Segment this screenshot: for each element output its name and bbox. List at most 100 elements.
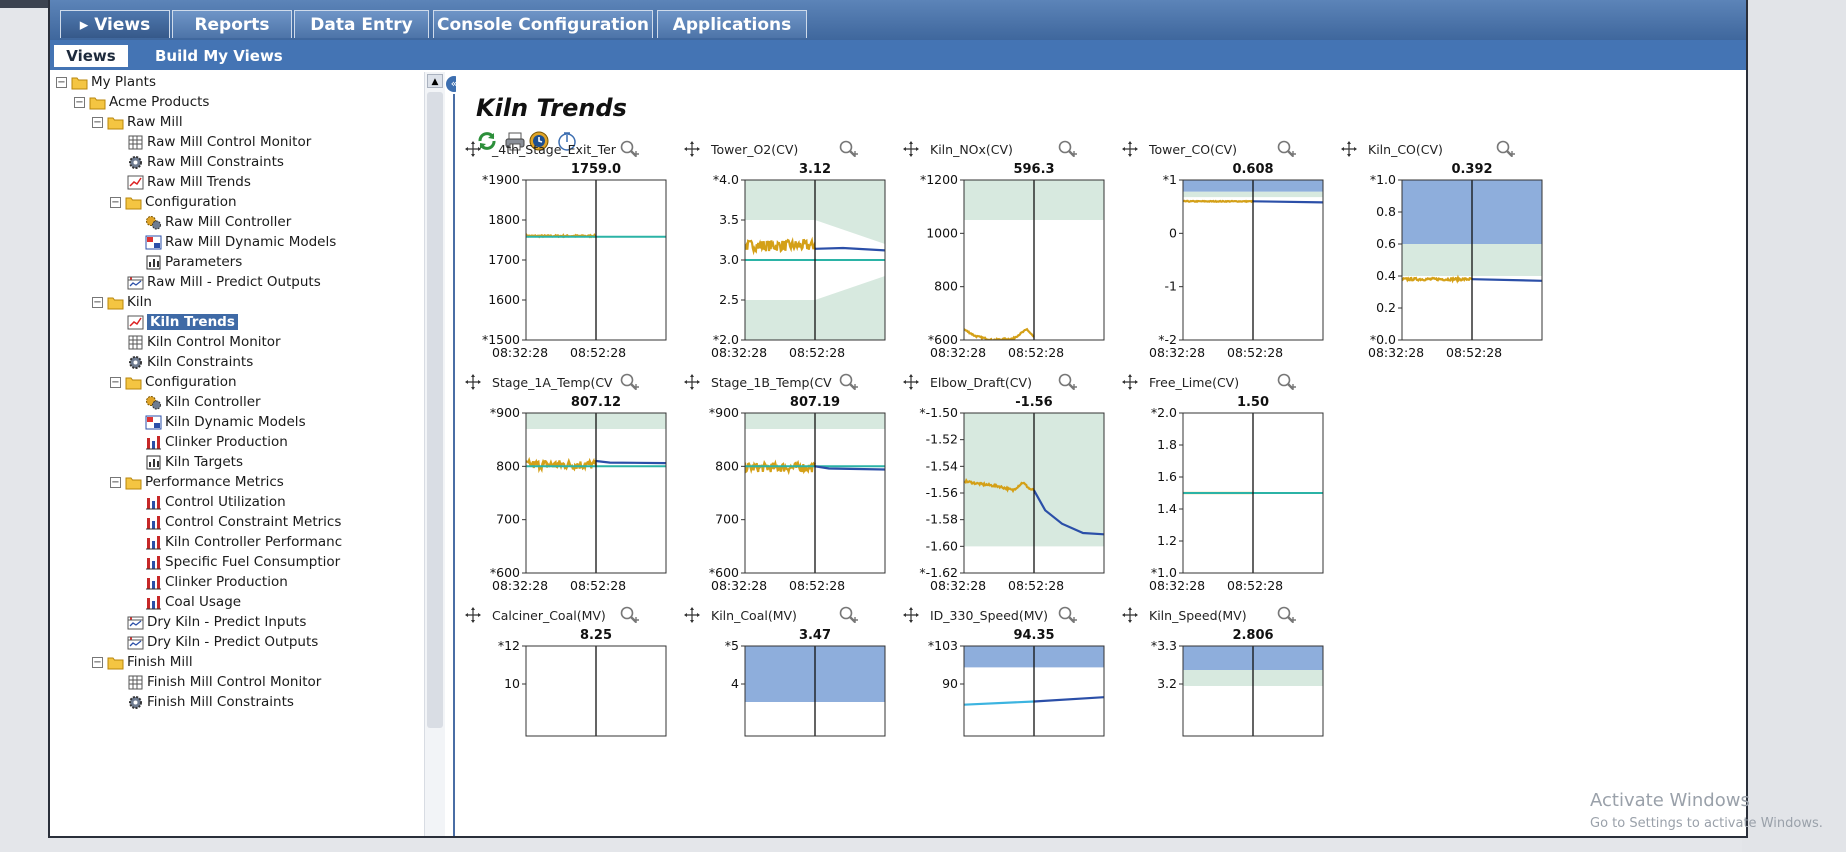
zoom-in-icon <box>1277 606 1296 623</box>
x-tick-label: 08:32:28 <box>492 345 548 360</box>
subtab-views[interactable]: Views <box>54 45 128 67</box>
tab-data-entry[interactable]: Data Entry <box>294 10 429 38</box>
tree-item[interactable]: − Kiln <box>92 292 152 312</box>
collapse-toggle-icon[interactable]: − <box>110 376 121 388</box>
tree-item[interactable]: − Configuration <box>110 192 237 212</box>
tree-item[interactable]: − Finish Mill <box>92 652 193 672</box>
y-tick-label: 0 <box>1169 225 1177 240</box>
print-icon[interactable] <box>504 130 526 152</box>
x-tick-label: 08:52:28 <box>1446 345 1502 360</box>
tree-item[interactable]: Parameters <box>145 252 242 272</box>
tab-applications[interactable]: Applications <box>657 10 807 38</box>
tree-item-label: Kiln Trends <box>147 314 238 330</box>
chart-frame <box>525 412 667 574</box>
collapse-toggle-icon[interactable]: − <box>92 296 103 308</box>
scroll-up-arrow-icon[interactable]: ▲ <box>427 74 443 88</box>
subtab-build-my-views[interactable]: Build My Views <box>155 47 283 65</box>
tree-item[interactable]: Dry Kiln - Predict Inputs <box>127 612 306 632</box>
folder-icon <box>107 115 124 130</box>
y-tick-label: *1.0 <box>1151 565 1177 580</box>
y-tick-label: 1.4 <box>1157 501 1177 516</box>
tree-item[interactable]: Dry Kiln - Predict Outputs <box>127 632 318 652</box>
collapse-toggle-icon[interactable]: − <box>56 76 67 88</box>
chart-title: Free_Lime(CV) <box>1149 375 1239 390</box>
tree-scrollbar[interactable]: ▲ <box>424 72 445 836</box>
chart-current-value: 3.47 <box>799 628 831 643</box>
x-tick-label: 08:52:28 <box>1008 345 1064 360</box>
tab-console-configuration[interactable]: Console Configuration <box>433 10 653 38</box>
tree-item[interactable]: Kiln Dynamic Models <box>145 412 306 432</box>
tree-scroll-thumb[interactable] <box>427 92 443 728</box>
chart-current-value: 1.50 <box>1237 395 1269 410</box>
predict-icon <box>127 275 144 290</box>
tree-item[interactable]: Raw Mill - Predict Outputs <box>127 272 321 292</box>
tree-item[interactable]: Kiln Targets <box>145 452 243 472</box>
tree-item[interactable]: Control Constraint Metrics <box>145 512 341 532</box>
tree-item-label: Raw Mill Dynamic Models <box>165 234 337 250</box>
timer-icon[interactable] <box>556 130 578 152</box>
refresh-icon[interactable] <box>476 130 498 152</box>
tree-item[interactable]: Finish Mill Control Monitor <box>127 672 321 692</box>
model-icon <box>145 235 162 250</box>
prediction-line <box>1033 489 1104 536</box>
collapse-toggle-icon[interactable]: − <box>92 116 103 128</box>
tree-item[interactable]: − My Plants <box>56 72 156 92</box>
tree-item[interactable]: Clinker Production <box>145 432 288 452</box>
tree-item[interactable]: Kiln Controller <box>145 392 261 412</box>
y-tick-label: 700 <box>715 512 739 527</box>
chart-title: Kiln_CO(CV) <box>1368 142 1443 157</box>
chart-current-value: 596.3 <box>1013 162 1054 177</box>
collapse-toggle-icon[interactable]: − <box>110 196 121 208</box>
tree-item[interactable]: − Raw Mill <box>92 112 183 132</box>
tree-item-label: Coal Usage <box>165 594 242 610</box>
tree-item[interactable]: Kiln Constraints <box>127 352 253 372</box>
chart-current-value: 0.392 <box>1451 162 1492 177</box>
tree-item[interactable]: Raw Mill Controller <box>145 212 291 232</box>
tree-item[interactable]: Kiln Controller Performanc <box>145 532 342 552</box>
tree-item[interactable]: Kiln Control Monitor <box>127 332 281 352</box>
y-tick-label: *1.0 <box>1370 172 1396 187</box>
tree-item[interactable]: Coal Usage <box>145 592 241 612</box>
history-line <box>526 456 598 474</box>
zoom-in-icon <box>839 373 858 390</box>
tree-item[interactable]: − Acme Products <box>74 92 209 112</box>
tree-item[interactable]: Clinker Production <box>145 572 288 592</box>
tab-reports[interactable]: Reports <box>172 10 292 38</box>
y-tick-label: -1.54 <box>926 458 958 473</box>
tree-item-label: My Plants <box>91 74 156 90</box>
tree-item[interactable]: Raw Mill Dynamic Models <box>145 232 336 252</box>
clock-icon[interactable] <box>528 130 550 152</box>
chart-frame <box>1401 179 1543 341</box>
move-icon <box>1122 607 1138 623</box>
tree-item[interactable]: − Performance Metrics <box>110 472 284 492</box>
history-line <box>964 477 1035 494</box>
tree-item-label: Configuration <box>145 194 237 210</box>
table-icon <box>127 335 144 350</box>
chart-title: Elbow_Draft(CV) <box>930 375 1032 390</box>
collapse-toggle-icon[interactable]: − <box>74 96 85 108</box>
collapse-toggle-icon[interactable]: − <box>92 656 103 668</box>
prediction-line <box>1471 278 1542 282</box>
move-icon <box>684 374 700 390</box>
tree-item[interactable]: Control Utilization <box>145 492 286 512</box>
collapse-toggle-icon[interactable]: − <box>110 476 121 488</box>
tree-item[interactable]: Raw Mill Control Monitor <box>127 132 311 152</box>
tree-item[interactable]: Kiln Trends <box>127 312 238 332</box>
tab-views[interactable]: ▸ Views <box>60 10 170 38</box>
tree-item[interactable]: Raw Mill Constraints <box>127 152 284 172</box>
table-icon <box>127 135 144 150</box>
y-tick-label: -1.56 <box>926 485 958 500</box>
tree-item[interactable]: Finish Mill Constraints <box>127 692 294 712</box>
tree-item[interactable]: − Configuration <box>110 372 237 392</box>
tree-item[interactable]: Specific Fuel Consumptior <box>145 552 340 572</box>
zoom-in-icon <box>839 140 858 157</box>
prediction-line <box>814 246 885 252</box>
y-tick-label: 800 <box>715 458 739 473</box>
tree-item-label: Kiln Dynamic Models <box>165 414 306 430</box>
tree-item[interactable]: Raw Mill Trends <box>127 172 251 192</box>
y-tick-label: *600 <box>709 565 739 580</box>
chart-current-value: 8.25 <box>580 628 612 643</box>
gears-icon <box>145 395 162 410</box>
zoom-in-icon <box>620 373 639 390</box>
chart-title: Stage_1B_Temp(CV <box>711 375 832 390</box>
